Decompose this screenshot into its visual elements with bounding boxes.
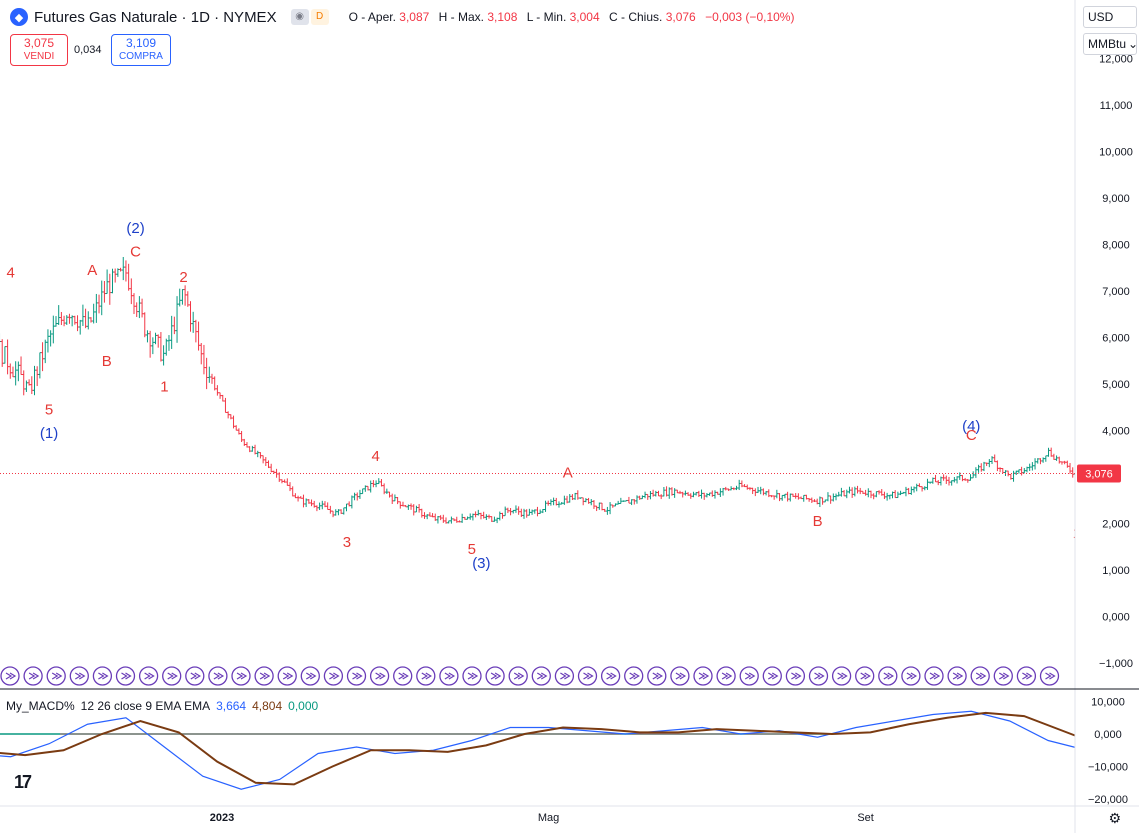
spread-value: 0,034 <box>74 44 102 56</box>
wave-label: 1 <box>160 378 168 395</box>
events-row <box>0 666 1060 686</box>
flame-icon: ◆ <box>10 8 28 26</box>
price-axis <box>1075 0 1139 833</box>
wave-label: A <box>563 464 573 481</box>
wave-label: 4 <box>6 264 14 281</box>
y-tick-label: 2,000 <box>1102 519 1130 531</box>
macd-y-tick: 0,000 <box>1094 729 1122 741</box>
y-tick-label: 1,000 <box>1102 565 1130 577</box>
y-tick-label: 0,000 <box>1102 612 1130 624</box>
sell-button[interactable]: 3,075 VENDI <box>10 34 68 66</box>
macd-y-tick: −20,000 <box>1088 794 1128 806</box>
macd-y-tick: −10,000 <box>1088 762 1128 774</box>
tradingview-logo: 17 <box>14 772 32 792</box>
macd-y-tick: 10,000 <box>1091 697 1125 709</box>
buy-button[interactable]: 3,109 COMPRA <box>111 34 171 66</box>
wave-label: B <box>813 513 823 530</box>
wave-label: 3 <box>343 534 351 551</box>
wave-label: C <box>966 427 977 444</box>
y-tick-label: −1,000 <box>1099 658 1133 670</box>
y-tick-label: 11,000 <box>1100 100 1133 112</box>
chart-header: ◆ Futures Gas Naturale · 1D · NYMEX ◉ D … <box>0 0 1075 34</box>
y-tick-label: 7,000 <box>1102 286 1130 298</box>
wave-label: 5 <box>468 541 476 558</box>
wave-label: (1) <box>40 425 58 442</box>
x-tick-label: Set <box>857 812 874 824</box>
y-tick-label: 10,000 <box>1099 147 1133 159</box>
price-series <box>0 256 1139 524</box>
currency-select[interactable]: USD <box>1083 6 1137 28</box>
delayed-badge: D <box>310 9 329 25</box>
wave-label: 2 <box>179 269 187 286</box>
x-tick-label: 2023 <box>210 812 234 824</box>
gear-icon[interactable]: ⚙ <box>1108 810 1121 826</box>
eye-icon[interactable]: ◉ <box>290 9 309 25</box>
wave-label: 5 <box>45 402 53 419</box>
y-tick-label: 9,000 <box>1102 193 1130 205</box>
macd-panel <box>0 710 1139 790</box>
x-tick-label: Mag <box>538 812 559 824</box>
signal-line <box>0 711 1139 786</box>
unit-select[interactable]: MMBtu ⌄ <box>1083 33 1138 55</box>
macd-legend: My_MACD% 12 26 close 9 EMA EMA 3,664 4,8… <box>6 699 319 713</box>
wave-label: C <box>130 243 141 260</box>
wave-labels: aC(5)534AB2143AC(2)2B15(1)435(3)AB(4)C21… <box>6 220 1081 572</box>
wave-label: (2) <box>126 220 144 237</box>
y-tick-label: 12,000 <box>1099 54 1133 66</box>
wave-label: (3) <box>472 555 490 572</box>
wave-label: A <box>87 262 97 279</box>
symbol-title[interactable]: Futures Gas Naturale · 1D · NYMEX <box>34 8 277 26</box>
wave-label: (4) <box>962 418 980 435</box>
y-tick-label: 5,000 <box>1102 379 1130 391</box>
y-tick-label: 4,000 <box>1102 426 1130 438</box>
ohlc-readout: O - Aper. 3,087 H - Max. 3,108 L - Min. … <box>348 10 795 24</box>
wave-label: B <box>102 353 112 370</box>
last-price-badge <box>1077 464 1121 483</box>
wave-label: 4 <box>372 448 380 465</box>
macd-line <box>0 710 1139 790</box>
y-tick-label: 8,000 <box>1102 240 1130 252</box>
y-tick-label: 6,000 <box>1102 333 1130 345</box>
last-price-label: 3,076 <box>1085 468 1113 480</box>
